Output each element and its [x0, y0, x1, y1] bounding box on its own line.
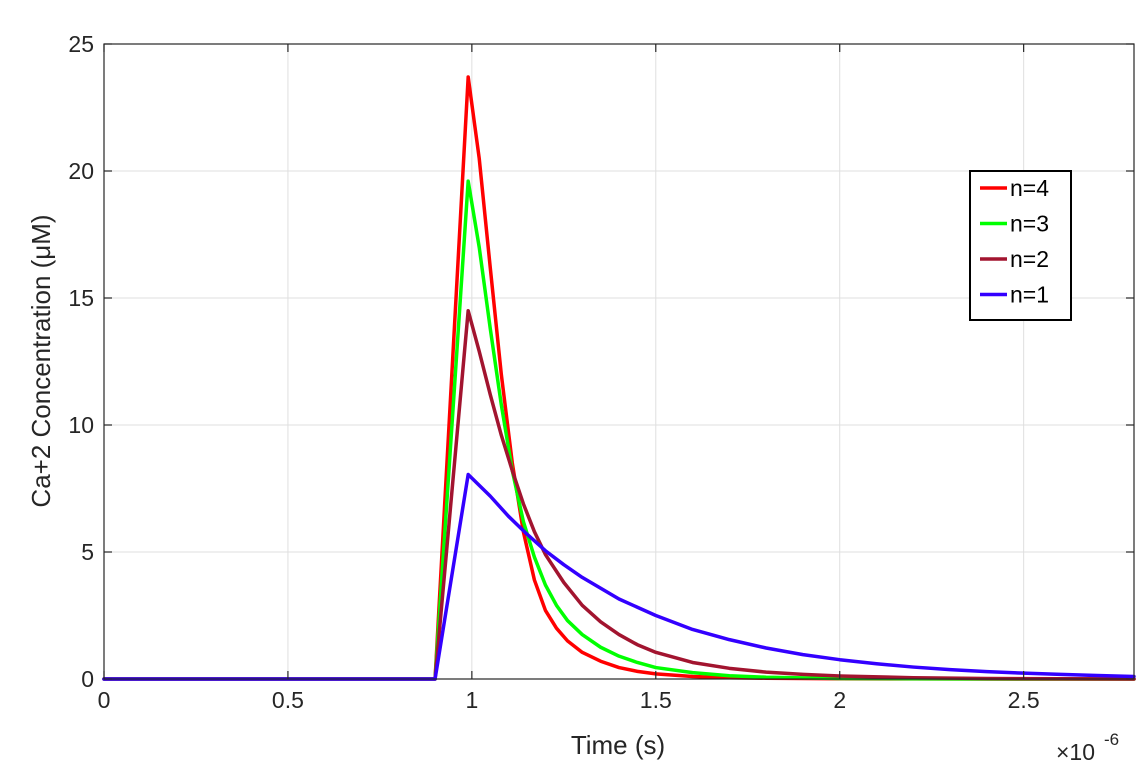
y-tick-label: 20: [68, 158, 94, 184]
legend-label-n=2: n=2: [1010, 246, 1049, 272]
series-line-n=3: [102, 179, 1136, 681]
x-tick-label: 0.5: [272, 687, 304, 713]
axes-box: [103, 43, 1135, 680]
y-tick-label: 25: [68, 31, 94, 57]
x-tick-label: 2.5: [1008, 687, 1040, 713]
x-axis-exponent: ×10 -6: [1056, 730, 1119, 764]
x-tick-label: 1.5: [640, 687, 672, 713]
x-exponent-base: ×10: [1056, 739, 1095, 764]
x-tick-label: 1: [465, 687, 478, 713]
x-exponent-power: -6: [1104, 730, 1119, 749]
y-axis-label: Ca+2 Concentration (μM): [26, 214, 56, 507]
x-tick-label: 0: [98, 687, 111, 713]
plot-area: 0 0.5 1 1.5 2 2.5 0 5 10 15 20 25: [68, 31, 1136, 713]
legend-label-n=3: n=3: [1010, 211, 1049, 237]
y-tick-label: 5: [81, 539, 94, 565]
legend-label-n=4: n=4: [1010, 175, 1049, 201]
series-line-n=1: [102, 472, 1136, 681]
legend-label-n=1: n=1: [1010, 282, 1049, 308]
x-tick-label: 2: [833, 687, 846, 713]
legend: n=4 n=3 n=2 n=1: [969, 170, 1072, 321]
y-tick-label: 0: [81, 666, 94, 692]
y-tick-label: 10: [68, 412, 94, 438]
x-axis-label: Time (s): [571, 730, 665, 760]
y-tick-label: 15: [68, 285, 94, 311]
